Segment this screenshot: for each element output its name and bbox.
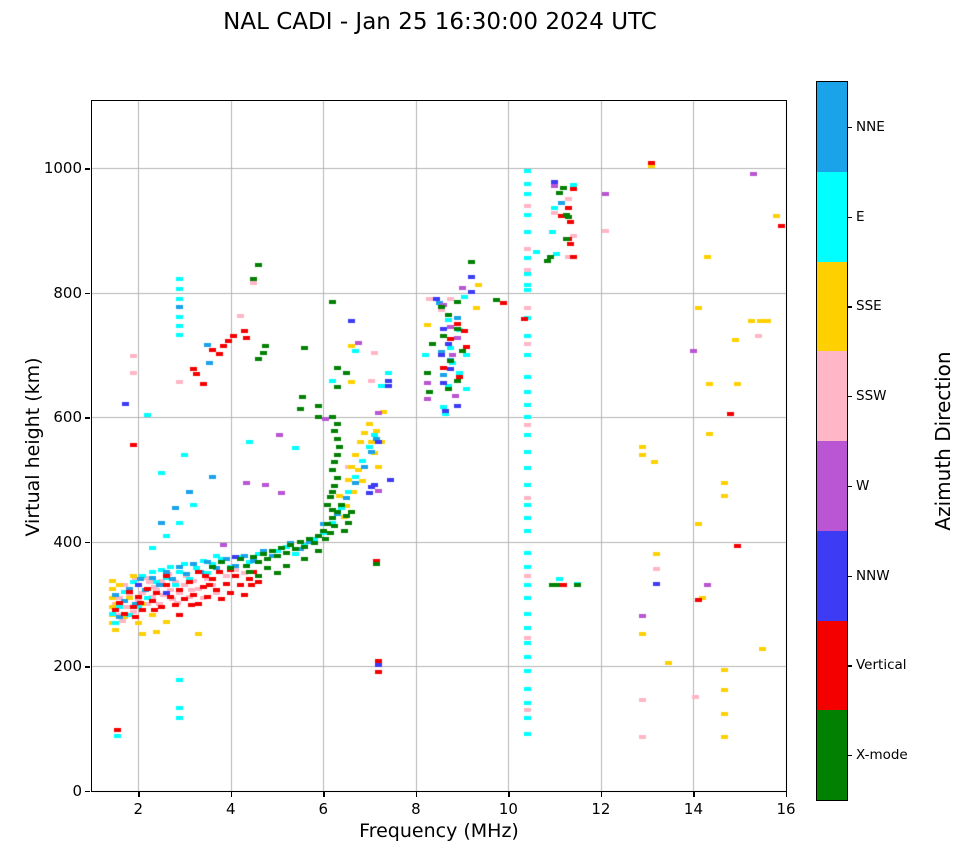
y-tick-label: 800: [53, 283, 82, 302]
y-tick: [85, 168, 90, 170]
colorbar-label-nnw: NNW: [856, 567, 890, 584]
y-tick: [85, 292, 90, 295]
colorbar-label-vertical: Vertical: [856, 657, 907, 674]
x-tick: [600, 792, 603, 797]
azimuth-colorbar: [816, 81, 848, 801]
x-tick-label: 4: [226, 800, 236, 818]
x-tick: [138, 792, 140, 797]
colorbar-segment-sse: [817, 261, 847, 352]
figure-title: NAL CADI - Jan 25 16:30:00 2024 UTC: [223, 9, 657, 35]
y-tick-label: 200: [53, 657, 82, 676]
x-tick-label: 10: [498, 800, 518, 818]
plot-axes-frame: [91, 100, 787, 792]
x-tick: [230, 792, 233, 797]
y-tick-label: 0: [72, 782, 82, 800]
colorbar-title: Azimuth Direction: [931, 351, 955, 531]
colorbar-tick: [847, 126, 852, 129]
y-tick: [85, 541, 90, 544]
colorbar-tick: [847, 485, 852, 488]
x-tick: [786, 792, 788, 797]
colorbar-tick: [847, 216, 852, 218]
colorbar-tick: [847, 306, 852, 308]
colorbar-label-sse: SSE: [856, 298, 882, 315]
x-tick-label: 2: [133, 800, 144, 818]
x-tick: [693, 792, 695, 797]
x-tick: [415, 792, 418, 797]
colorbar-label-x-mode: X-mode: [856, 747, 908, 764]
colorbar-tick: [847, 665, 852, 667]
colorbar-label-w: W: [856, 477, 870, 494]
colorbar-tick: [847, 396, 852, 398]
colorbar-tick: [847, 575, 852, 577]
y-axis-label: Virtual height (km): [22, 357, 44, 537]
colorbar-segment-e: [817, 171, 847, 262]
colorbar-segment-ssw: [817, 351, 847, 441]
colorbar-segment-w: [817, 441, 847, 531]
colorbar-segment-nnw: [817, 530, 847, 621]
y-tick: [85, 417, 90, 419]
colorbar-tick: [847, 755, 852, 757]
x-tick-label: 8: [411, 800, 421, 818]
y-tick-label: 400: [53, 532, 82, 551]
colorbar-label-nne: NNE: [856, 118, 885, 135]
y-tick-label: 1000: [43, 159, 82, 178]
x-tick: [508, 792, 510, 797]
colorbar-segment-nne: [817, 82, 847, 172]
colorbar-label-e: E: [856, 208, 865, 225]
x-tick-label: 14: [683, 800, 703, 818]
x-tick-label: 16: [776, 800, 796, 818]
x-tick: [323, 792, 325, 797]
y-tick: [85, 791, 90, 793]
x-tick-label: 12: [591, 800, 611, 818]
x-axis-label: Frequency (MHz): [359, 820, 519, 842]
colorbar-label-ssw: SSW: [856, 388, 887, 405]
y-tick-label: 600: [53, 408, 82, 427]
y-tick: [85, 666, 90, 668]
colorbar-segment-vertical: [817, 620, 847, 711]
x-tick-label: 6: [318, 800, 329, 818]
colorbar-segment-x-mode: [817, 710, 847, 800]
